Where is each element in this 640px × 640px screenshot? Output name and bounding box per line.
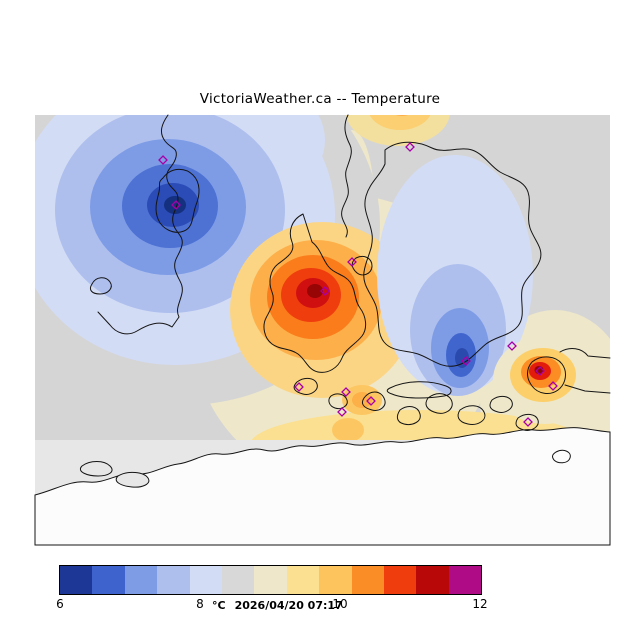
station-markers	[158, 142, 558, 427]
colorbar-segment	[319, 566, 352, 594]
colorbar	[59, 565, 482, 595]
colorbar-segment	[157, 566, 190, 594]
colorbar-segment	[416, 566, 449, 594]
station-marker-icon	[337, 407, 347, 417]
station-marker-icon	[461, 356, 471, 366]
station-marker-icon	[405, 142, 415, 152]
warm-patch-top	[346, 115, 450, 146]
station-marker-icon	[347, 257, 357, 267]
cold-region-east	[377, 155, 533, 396]
temperature-field	[35, 115, 610, 440]
unit-label: °C	[212, 599, 226, 612]
colorbar-segment	[254, 566, 287, 594]
colorbar-segment	[286, 566, 320, 594]
colorbar-tick-12: 12	[472, 597, 488, 611]
station-marker-icon	[294, 382, 304, 392]
cold-region-northwest	[35, 115, 335, 365]
colorbar-segment	[351, 566, 384, 594]
colorbar-segment	[124, 566, 158, 594]
station-marker-icon	[535, 366, 545, 376]
station-marker-icon	[366, 396, 376, 406]
station-marker-icon	[171, 200, 181, 210]
colorbar-segment	[448, 566, 482, 594]
colorbar-tick-6: 6	[56, 597, 64, 611]
station-marker-icon	[507, 341, 517, 351]
page-title: VictoriaWeather.ca -- Temperature	[199, 91, 441, 107]
station-marker-icon	[158, 155, 168, 165]
timestamp: 2026/04/20 07:17	[234, 599, 343, 612]
warm-region-east	[493, 336, 597, 424]
station-marker-icon	[548, 381, 558, 391]
colorbar-caption: °C 2026/04/20 07:17	[212, 599, 343, 612]
colorbar-segment	[189, 566, 222, 594]
colorbar-tick-10: 10	[332, 597, 348, 611]
colorbar-segment	[383, 566, 417, 594]
lake-outlines	[80, 461, 150, 488]
colorbar-segment	[60, 566, 93, 594]
station-marker-icon	[341, 387, 351, 397]
colorbar-segment	[92, 566, 125, 594]
colorbar-segment	[221, 566, 255, 594]
station-marker-icon	[320, 286, 330, 296]
colorbar-tick-8: 8	[196, 597, 204, 611]
coastline-paths	[89, 114, 611, 464]
station-marker-icon	[523, 417, 533, 427]
